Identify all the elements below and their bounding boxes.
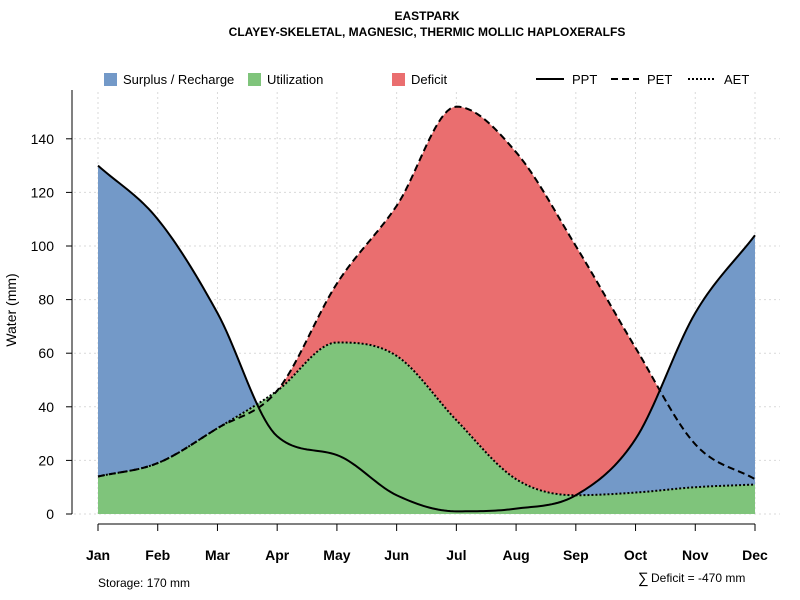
ppt-line xyxy=(97,164,756,513)
y-tick-label: 20 xyxy=(38,452,54,468)
y-tick-label: 140 xyxy=(31,131,55,147)
sum-icon: ∑ xyxy=(638,570,649,587)
x-tick-label-sep: Sep xyxy=(563,547,589,563)
x-tick-label-may: May xyxy=(323,547,350,563)
x-tick-label-oct: Oct xyxy=(624,547,648,563)
y-tick-label: 40 xyxy=(38,399,54,415)
pet-line xyxy=(97,105,756,481)
x-tick-label-aug: Aug xyxy=(502,547,529,563)
deficit-area xyxy=(98,106,755,496)
area-fills xyxy=(98,106,755,514)
legend-label: Deficit xyxy=(411,72,448,87)
y-tick-label: 80 xyxy=(38,292,54,308)
x-tick-label-jan: Jan xyxy=(86,547,110,563)
x-tick-label-mar: Mar xyxy=(205,547,230,563)
y-tick-label: 60 xyxy=(38,345,54,361)
chart-title: EASTPARK xyxy=(394,9,459,23)
y-tick-label: 100 xyxy=(31,238,55,254)
deficit-note: Deficit = -470 mm xyxy=(651,571,745,585)
legend-swatch xyxy=(248,73,261,86)
y-tick-label: 0 xyxy=(46,506,54,522)
legend-label-ppt: PPT xyxy=(572,72,597,87)
legend-label-pet: PET xyxy=(647,72,672,87)
legend: Surplus / Recharge Utilization Deficit PPT P… xyxy=(104,72,749,87)
y-tick-label: 120 xyxy=(31,184,55,200)
y-axis-label: Water (mm) xyxy=(3,273,19,346)
axes: 0 20 40 60 80 100 120 140 Jan Feb Mar Apr May Jun Jul A… xyxy=(31,90,768,563)
utilization-area xyxy=(98,342,755,514)
legend-label-aet: AET xyxy=(724,72,749,87)
x-tick-label-nov: Nov xyxy=(682,547,709,563)
series-lines xyxy=(97,105,756,513)
storage-note: Storage: 170 mm xyxy=(98,576,190,590)
legend-swatch xyxy=(104,73,117,86)
x-tick-label-dec: Dec xyxy=(742,547,768,563)
legend-label: Surplus / Recharge xyxy=(123,72,234,87)
x-tick-label-jun: Jun xyxy=(384,547,409,563)
legend-label: Utilization xyxy=(267,72,323,87)
x-tick-label-jul: Jul xyxy=(446,547,466,563)
x-tick-label-feb: Feb xyxy=(145,547,170,563)
chart-subtitle: CLAYEY-SKELETAL, MAGNESIC, THERMIC MOLLI… xyxy=(229,25,626,39)
surplus-area xyxy=(98,165,755,496)
legend-swatch xyxy=(392,73,405,86)
x-tick-label-apr: Apr xyxy=(265,547,290,563)
